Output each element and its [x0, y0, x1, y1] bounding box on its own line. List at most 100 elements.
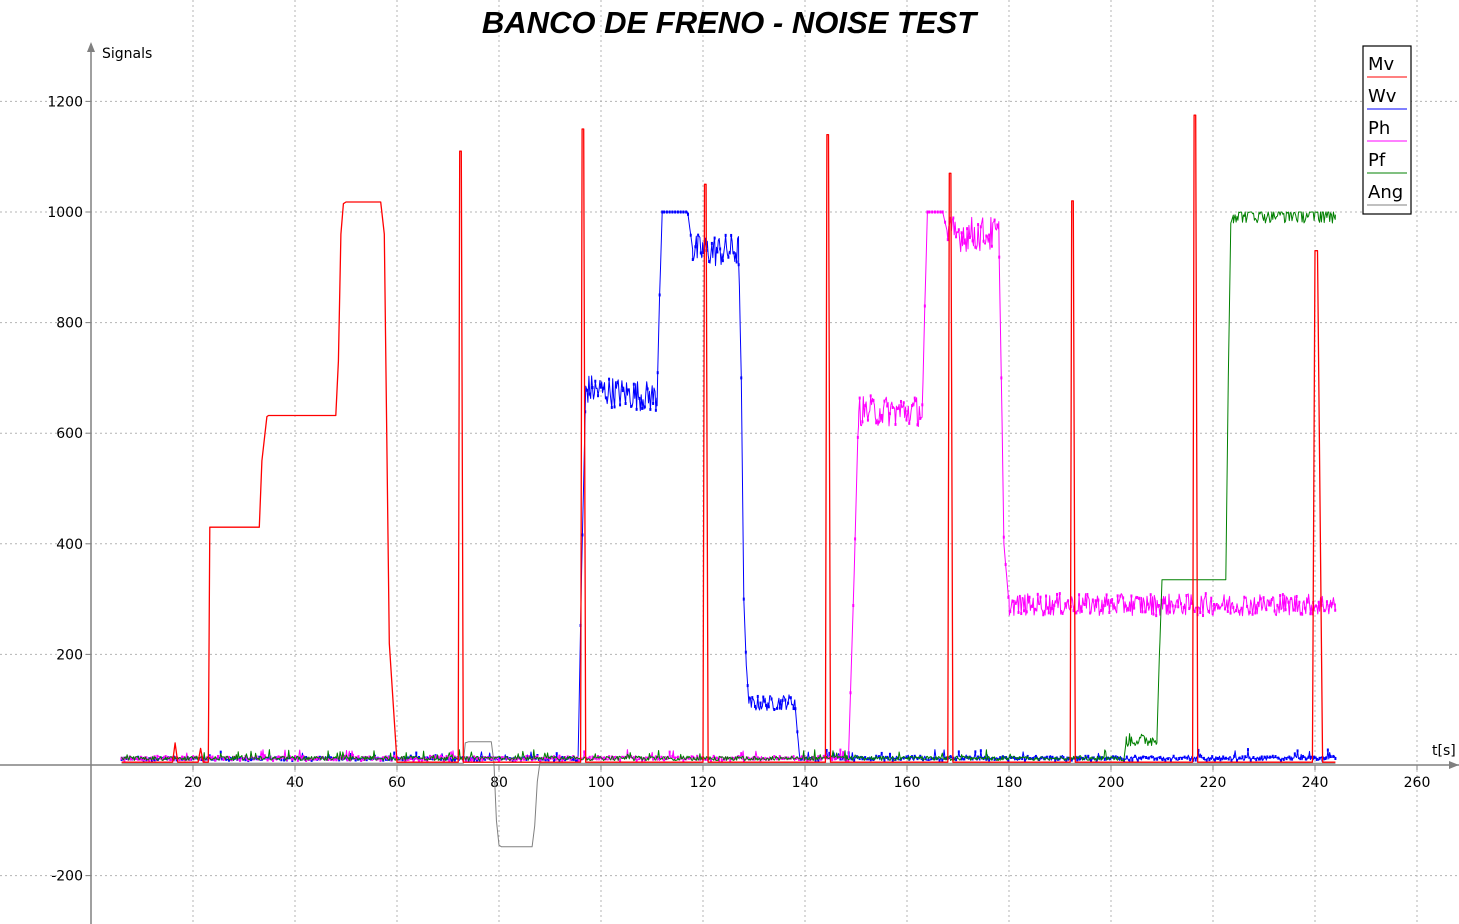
series-point-ph [478, 757, 481, 761]
series-point-ph [1111, 598, 1114, 602]
series-point-wv [927, 757, 930, 761]
series-point-ph [316, 756, 319, 760]
series-point-wv [676, 210, 679, 214]
series-point-ph [346, 758, 349, 762]
series-point-ph [886, 404, 889, 408]
series-point-ph [1036, 592, 1039, 596]
series-point-wv [621, 389, 624, 393]
series-point-wv [916, 757, 919, 761]
series-point-ph [1248, 610, 1251, 614]
series-point-ph [897, 406, 900, 410]
series-point-wv [250, 758, 253, 762]
series-point-ph [875, 421, 878, 425]
legend-label-ph: Ph [1368, 118, 1390, 139]
series-point-wv [283, 758, 286, 762]
series-point-wv [883, 758, 886, 762]
series-point-ph [1002, 535, 1005, 539]
series-point-ph [1157, 604, 1160, 608]
series-point-ph [632, 756, 635, 760]
series-point-ph [842, 751, 845, 755]
series-point-ph [1004, 562, 1007, 566]
series-point-ph [1116, 594, 1119, 598]
series-point-ph [1105, 593, 1108, 597]
series-point-ph [718, 758, 721, 762]
series-point-wv [762, 695, 765, 699]
series-point-ph [1174, 604, 1177, 608]
series-point-ph [996, 223, 999, 227]
series-point-wv [1021, 757, 1024, 761]
series-point-ph [1141, 610, 1144, 614]
series-point-wv [955, 758, 958, 762]
series-point-wv [393, 751, 396, 755]
series-point-ph [1224, 607, 1227, 611]
series-point-ph [1257, 601, 1260, 605]
series-point-wv [1211, 755, 1214, 759]
series-point-ph [1094, 599, 1097, 603]
series-point-ph [481, 758, 484, 762]
series-point-ph [939, 210, 942, 214]
series-point-ph [1309, 612, 1312, 616]
series-point-ph [1168, 610, 1171, 614]
series-point-ph [869, 394, 872, 398]
series-point-ph [1155, 614, 1158, 618]
series-point-ph [1190, 601, 1193, 605]
series-point-ph [831, 758, 834, 762]
series-point-wv [905, 755, 908, 759]
series-point-ph [1273, 609, 1276, 613]
series-point-ph [500, 756, 503, 760]
series-point-wv [172, 755, 175, 759]
series-point-wv [941, 758, 944, 762]
series-point-ph [555, 757, 558, 761]
series-point-ph [864, 404, 867, 408]
series-point-wv [605, 396, 608, 400]
series-point-wv [694, 245, 697, 249]
y-tick-label: 200 [56, 647, 83, 663]
series-point-wv [839, 757, 842, 761]
series-point-wv [1315, 757, 1318, 761]
series-point-ph [1331, 602, 1334, 606]
series-point-ph [1298, 600, 1301, 604]
series-point-ph [1215, 602, 1218, 606]
series-line-mv [121, 114, 1336, 763]
series-point-wv [1178, 756, 1181, 760]
series-point-ph [674, 756, 677, 760]
series-point-wv [1007, 758, 1010, 762]
series-point-wv [619, 403, 622, 407]
series-point-ph [1031, 604, 1034, 608]
x-tick-label: 20 [184, 775, 202, 791]
series-point-wv [624, 402, 627, 406]
y-tick-label: -200 [51, 869, 83, 885]
series-point-wv [635, 407, 638, 411]
series-point-ph [817, 755, 820, 759]
series-point-wv [744, 650, 747, 654]
series-point-wv [1136, 758, 1139, 762]
series-point-wv [1227, 757, 1230, 761]
series-point-wv [415, 751, 418, 755]
series-point-ph [181, 755, 184, 759]
series-point-ph [528, 755, 531, 759]
series-point-wv [418, 755, 421, 759]
series-point-ph [409, 756, 412, 760]
series-point-ph [1007, 595, 1010, 599]
series-point-ph [137, 757, 140, 761]
series-point-wv [748, 696, 751, 700]
series-point-ph [473, 755, 476, 759]
series-point-ph [296, 758, 299, 762]
series-point-wv [957, 750, 960, 754]
series-point-ph [1251, 612, 1254, 616]
series-point-wv [1134, 754, 1137, 758]
series-point-wv [627, 388, 630, 392]
series-point-ph [1226, 609, 1229, 613]
series-point-ph [1011, 599, 1014, 603]
series-point-ph [792, 755, 795, 759]
series-point-wv [721, 259, 724, 263]
series-point-wv [440, 757, 443, 761]
x-tick-label: 200 [1098, 775, 1125, 791]
series-point-ph [1328, 604, 1331, 608]
series-point-wv [765, 703, 768, 707]
series-point-ph [690, 755, 693, 759]
series-point-ph [1303, 606, 1306, 610]
series-point-wv [225, 757, 228, 761]
series-point-wv [1271, 754, 1274, 758]
series-point-wv [563, 758, 566, 762]
